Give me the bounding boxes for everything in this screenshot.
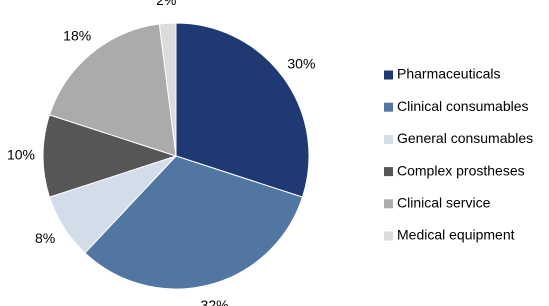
legend-swatch	[384, 167, 393, 177]
value-label: 8%	[35, 230, 55, 246]
legend-label: Clinical service	[397, 195, 491, 211]
legend-swatch	[384, 134, 393, 144]
value-label: 10%	[7, 147, 35, 163]
legend-label: Pharmaceuticals	[397, 66, 501, 82]
pie-slice	[42, 114, 178, 198]
legend-label: Clinical consumables	[397, 98, 529, 114]
value-label: 18%	[63, 27, 91, 43]
legend-swatch	[384, 70, 393, 80]
pie-slice	[158, 22, 177, 157]
legend-swatch	[384, 231, 393, 241]
pie-slice	[175, 22, 310, 198]
value-label: 2%	[156, 0, 176, 8]
pie-slice	[48, 23, 177, 157]
legend-label: Complex prostheses	[397, 162, 525, 178]
value-label: 32%	[201, 297, 229, 306]
legend-swatch	[384, 102, 393, 112]
legend-label: General consumables	[397, 130, 533, 146]
legend-swatch	[384, 199, 393, 209]
pie-slice	[84, 155, 304, 290]
value-label: 30%	[287, 56, 315, 72]
legend-label: Medical equipment	[397, 227, 515, 243]
